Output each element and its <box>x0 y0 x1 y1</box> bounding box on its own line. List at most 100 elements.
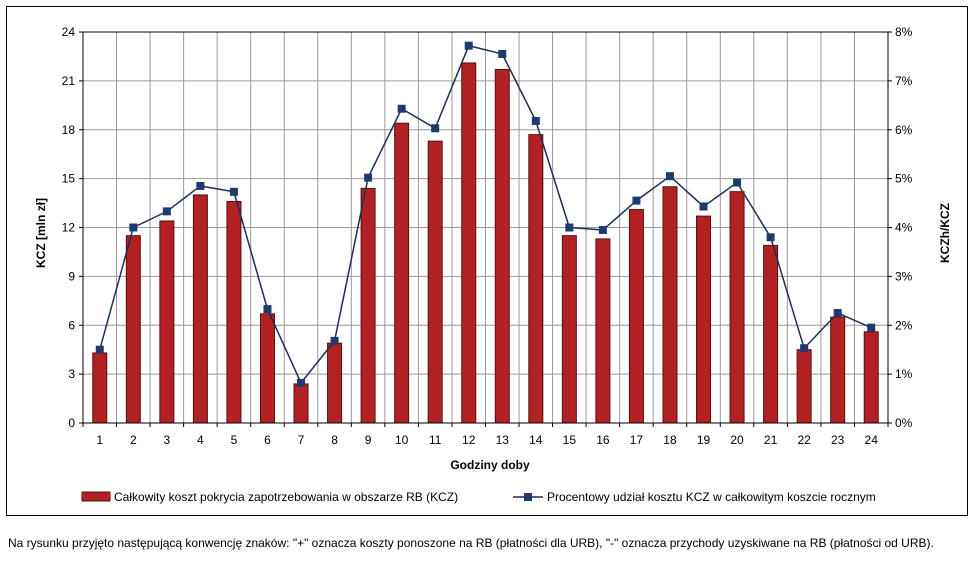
legend-line-label: Procentowy udział kosztu KCZ w całkowity… <box>547 490 876 504</box>
bar <box>427 140 443 424</box>
line-marker <box>531 116 540 125</box>
bar <box>528 134 544 424</box>
x-tick-label: 4 <box>197 433 204 447</box>
x-tick-label: 22 <box>797 433 811 447</box>
x-tick-label: 21 <box>764 433 778 447</box>
y-tick-label: 9 <box>68 269 75 283</box>
legend-bar-swatch <box>81 491 111 502</box>
bar <box>461 62 477 424</box>
line-marker <box>162 207 171 216</box>
line-marker <box>263 305 272 314</box>
x-tick-label: 24 <box>865 433 879 447</box>
y-tick-label: 24 <box>62 25 76 39</box>
y2-axis-title: KCZh/KCZ <box>938 203 952 263</box>
bar <box>595 238 611 424</box>
bar <box>561 235 577 424</box>
line-marker <box>699 202 708 211</box>
bar-series <box>92 62 879 424</box>
bar <box>259 313 275 424</box>
bar <box>662 186 678 424</box>
x-tick-label: 2 <box>130 433 137 447</box>
x-tick-label: 12 <box>462 433 476 447</box>
line-path <box>99 44 872 385</box>
y-tick-label: 6 <box>68 318 75 332</box>
y-tick-label: 12 <box>62 221 76 235</box>
line-marker <box>196 181 205 190</box>
bar <box>92 352 108 424</box>
bar <box>830 316 846 424</box>
line-marker <box>330 336 339 345</box>
bar <box>729 191 745 424</box>
line-marker <box>565 223 574 232</box>
y2-tick-label: 5% <box>895 172 913 186</box>
bar <box>159 220 175 424</box>
x-tick-label: 6 <box>264 433 271 447</box>
bar <box>327 342 343 424</box>
bar <box>494 68 510 424</box>
axes <box>79 31 892 427</box>
line-marker <box>498 49 507 58</box>
y-axis-title: KCZ [mln zł] <box>34 198 48 268</box>
x-axis-title: Godziny doby <box>450 458 530 472</box>
bar <box>293 383 309 424</box>
x-tick-label: 15 <box>563 433 577 447</box>
x-tick-label: 3 <box>164 433 171 447</box>
line-marker <box>297 378 306 387</box>
line-marker <box>431 124 440 133</box>
y-tick-label: 21 <box>62 74 76 88</box>
x-tick-label: 18 <box>663 433 677 447</box>
x-tick-label: 17 <box>630 433 644 447</box>
x-tick-label: 7 <box>298 433 305 447</box>
x-tick-label: 1 <box>96 433 103 447</box>
x-tick-label: 8 <box>331 433 338 447</box>
line-marker <box>397 104 406 113</box>
line-marker <box>665 172 674 181</box>
bar <box>125 235 141 424</box>
line-marker <box>833 309 842 318</box>
x-tick-label: 14 <box>529 433 543 447</box>
bar <box>863 331 879 424</box>
y2-tick-label: 8% <box>895 25 913 39</box>
bar <box>360 187 376 424</box>
line-marker <box>632 196 641 205</box>
y-tick-label: 3 <box>68 367 75 381</box>
grid <box>83 31 888 423</box>
line-marker <box>95 345 104 354</box>
x-tick-label: 23 <box>831 433 845 447</box>
x-tick-label: 20 <box>730 433 744 447</box>
line-marker <box>229 187 238 196</box>
line-marker <box>800 344 809 353</box>
legend: Całkowity koszt pokrycia zapotrzebowania… <box>81 490 876 504</box>
line-series <box>95 41 876 387</box>
legend-line-marker <box>524 493 532 501</box>
x-tick-label: 13 <box>496 433 510 447</box>
y-axis-ticks: 0 3 6 9 12 15 18 21 24 <box>62 25 76 430</box>
legend-bar-label: Całkowity koszt pokrycia zapotrzebowania… <box>114 490 458 504</box>
x-tick-label: 5 <box>231 433 238 447</box>
x-tick-label: 19 <box>697 433 711 447</box>
y-tick-label: 18 <box>62 123 76 137</box>
x-tick-label: 11 <box>429 433 442 447</box>
line-marker <box>364 173 373 182</box>
x-tick-label: 9 <box>365 433 372 447</box>
y2-tick-label: 2% <box>895 318 913 332</box>
y2-axis-ticks: 0% 1% 2% 3% 4% 5% 6% 7% 8% <box>895 25 913 430</box>
bar <box>394 122 410 424</box>
y2-tick-label: 1% <box>895 367 913 381</box>
footnote: Na rysunku przyjęto następującą konwencj… <box>8 536 934 550</box>
y2-tick-label: 6% <box>895 123 913 137</box>
bar <box>696 215 712 424</box>
y2-tick-label: 0% <box>895 416 913 430</box>
bar <box>763 244 779 424</box>
bar <box>796 349 812 424</box>
x-axis-ticks: 1 2 3 4 5 6 7 8 9 10 11 12 13 14 15 16 17 18 19 20 21 22 23 24 <box>96 433 878 447</box>
line-marker <box>464 41 473 50</box>
bar <box>192 194 208 424</box>
line-marker <box>867 323 876 332</box>
y-tick-label: 0 <box>68 416 75 430</box>
line-marker <box>733 178 742 187</box>
y2-tick-label: 7% <box>895 74 913 88</box>
line-marker <box>766 233 775 242</box>
